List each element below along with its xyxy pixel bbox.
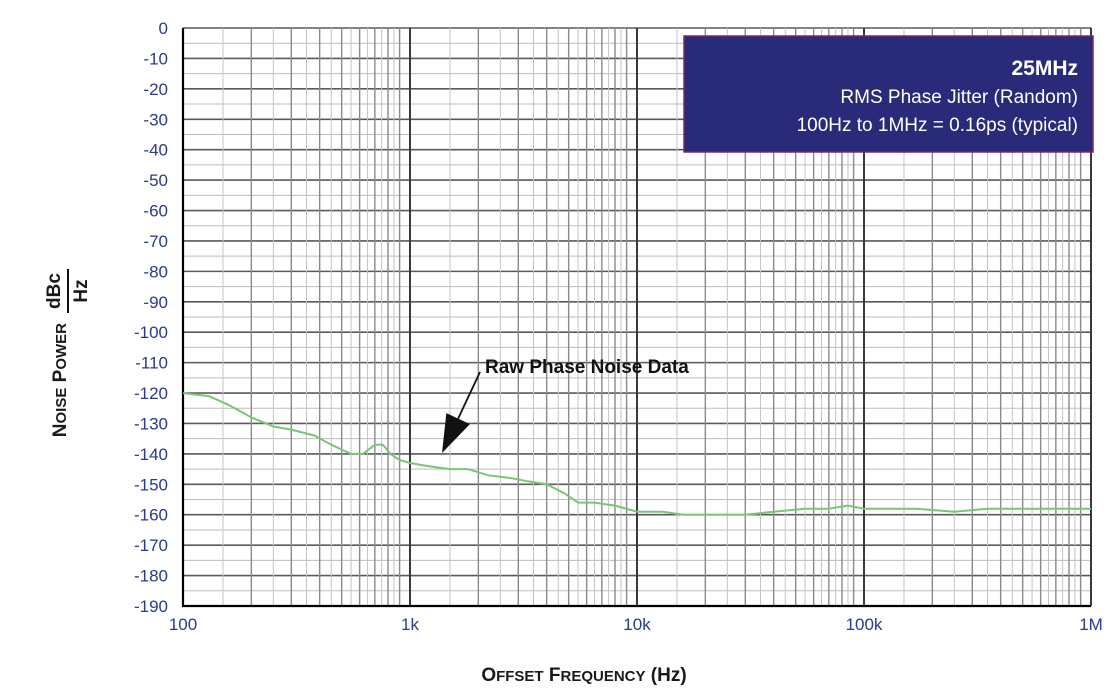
x-tick-label: 1M xyxy=(1079,615,1103,634)
y-tick-label: -60 xyxy=(143,202,168,221)
y-tick-label: -50 xyxy=(143,171,168,190)
x-tick-label: 1k xyxy=(401,615,419,634)
y-tick-label: -120 xyxy=(134,384,168,403)
y-tick-label: -40 xyxy=(143,141,168,160)
y-tick-label: -140 xyxy=(134,445,168,464)
info-box-line-1: RMS Phase Jitter (Random) xyxy=(840,87,1078,108)
x-tick-label: 10k xyxy=(623,615,651,634)
y-tick-label: -70 xyxy=(143,232,168,251)
y-tick-label: -110 xyxy=(135,354,168,373)
y-tick-label: -130 xyxy=(134,414,168,433)
y-tick-label: -150 xyxy=(134,475,168,494)
plot-axes xyxy=(181,28,1091,608)
y-axis-title-main: NOISE POWER xyxy=(50,323,71,437)
y-tick-labels: 0 -10 -20 -30 -40 -50 -60 -70 -80 -90 -100 -110 -120… xyxy=(134,19,168,616)
y-tick-label: -180 xyxy=(134,567,168,586)
y-tick-label: -190 xyxy=(134,597,168,616)
y-tick-label: -160 xyxy=(134,506,168,525)
x-tick-label: 100 xyxy=(169,615,197,634)
y-axis-unit-numerator: dBc xyxy=(44,273,65,309)
info-box-title: 25MHz xyxy=(1011,57,1078,80)
x-axis-title-unit: (Hz) xyxy=(651,665,687,686)
x-tick-labels: 100 1k 10k 100k 1M xyxy=(169,615,1103,634)
x-tick-label: 100k xyxy=(846,615,883,634)
info-box-line-2: 100Hz to 1MHz = 0.16ps (typical) xyxy=(797,115,1078,136)
y-tick-label: -80 xyxy=(143,262,168,281)
info-box-background xyxy=(683,35,1094,153)
x-axis-title-main: OFFSET FREQUENCY xyxy=(481,665,650,686)
annotation-arrow-line xyxy=(457,371,481,419)
info-box: 25MHz RMS Phase Jitter (Random) 100Hz to… xyxy=(683,35,1094,153)
y-tick-label: -170 xyxy=(134,536,168,555)
y-tick-label: -90 xyxy=(143,293,168,312)
y-tick-label: -100 xyxy=(134,323,168,342)
y-tick-label: -20 xyxy=(143,80,168,99)
series-line-raw-phase-noise xyxy=(182,392,1091,516)
y-axis-unit-denominator: Hz xyxy=(71,279,92,302)
svg-text:NOISE POWER: NOISE POWER xyxy=(50,323,71,437)
y-axis-title: NOISE POWER dBc Hz xyxy=(44,269,92,437)
y-tick-label: 0 xyxy=(159,19,168,38)
annotation-label: Raw Phase Noise Data xyxy=(485,357,689,378)
x-axis-title: OFFSET FREQUENCY (Hz) xyxy=(481,665,686,686)
y-tick-label: -30 xyxy=(143,110,168,129)
y-tick-label: -10 xyxy=(143,49,168,68)
annotation-raw-phase-noise: Raw Phase Noise Data xyxy=(442,357,689,454)
annotation-arrow-head xyxy=(442,413,470,454)
